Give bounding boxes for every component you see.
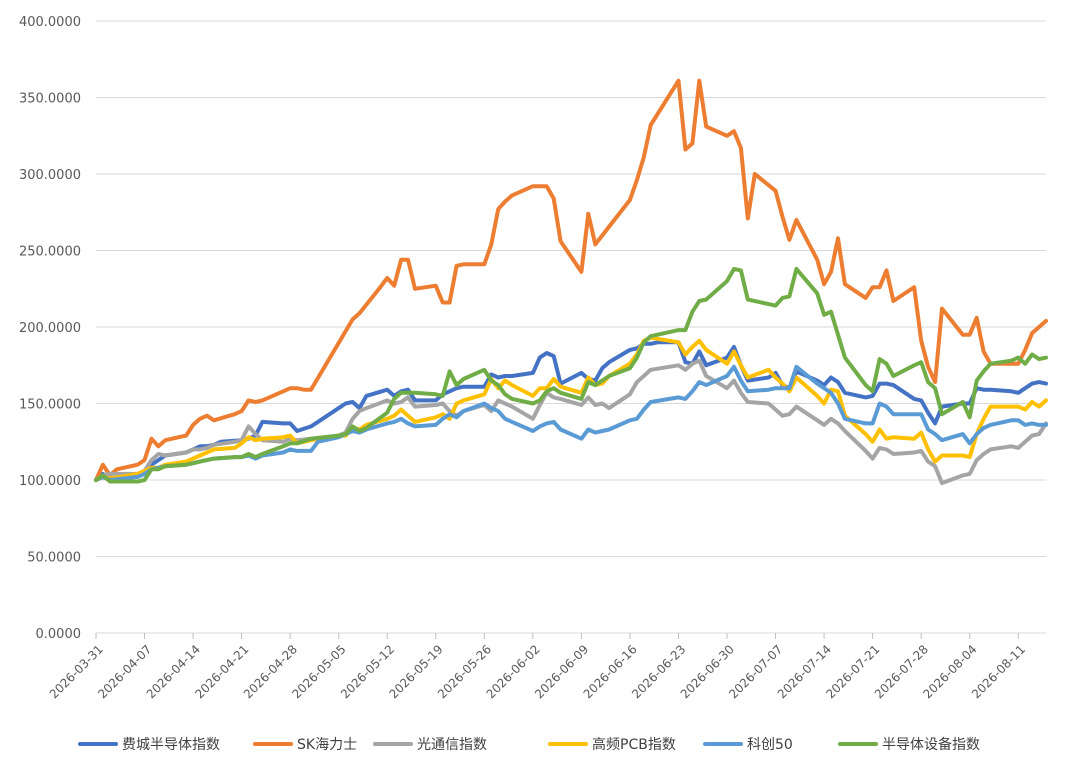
legend-label-2: 光通信指数 [417, 737, 487, 753]
series-line-1 [94, 78, 1048, 482]
series-line-2 [94, 358, 1048, 486]
y-tick-label: 150.0000 [19, 398, 81, 413]
legend-label-1: SK海力士 [297, 737, 357, 753]
series-line-3 [94, 335, 1048, 482]
y-tick-label: 250.0000 [19, 245, 81, 260]
legend-label-0: 费城半导体指数 [122, 737, 220, 753]
y-tick-label: 400.0000 [19, 15, 81, 30]
gridlines [96, 20, 1046, 557]
legend: 费城半导体指数 SK海力士 光通信指数 高频PCB指数 科创50 半导体设备指数 [78, 736, 980, 753]
y-tick-label: 50.0000 [27, 551, 81, 566]
series-line-5 [94, 266, 1048, 484]
series-lines [94, 78, 1048, 486]
y-axis-tick-labels: 0.0000 50.0000 100.0000 150.0000 200.0000 250… [19, 15, 81, 642]
y-tick-label: 350.0000 [19, 92, 81, 107]
legend-label-4: 科创50 [747, 737, 793, 753]
y-tick-label: 0.0000 [36, 627, 82, 642]
series-line-4 [94, 364, 1048, 482]
y-tick-label: 200.0000 [19, 321, 81, 336]
legend-label-5: 半导体设备指数 [882, 736, 980, 753]
x-axis: 2026-03-312026-04-072026-04-142026-04-21… [47, 632, 1046, 701]
legend-label-3: 高频PCB指数 [592, 736, 676, 753]
y-tick-label: 300.0000 [19, 168, 81, 183]
y-tick-label: 100.0000 [19, 474, 81, 489]
